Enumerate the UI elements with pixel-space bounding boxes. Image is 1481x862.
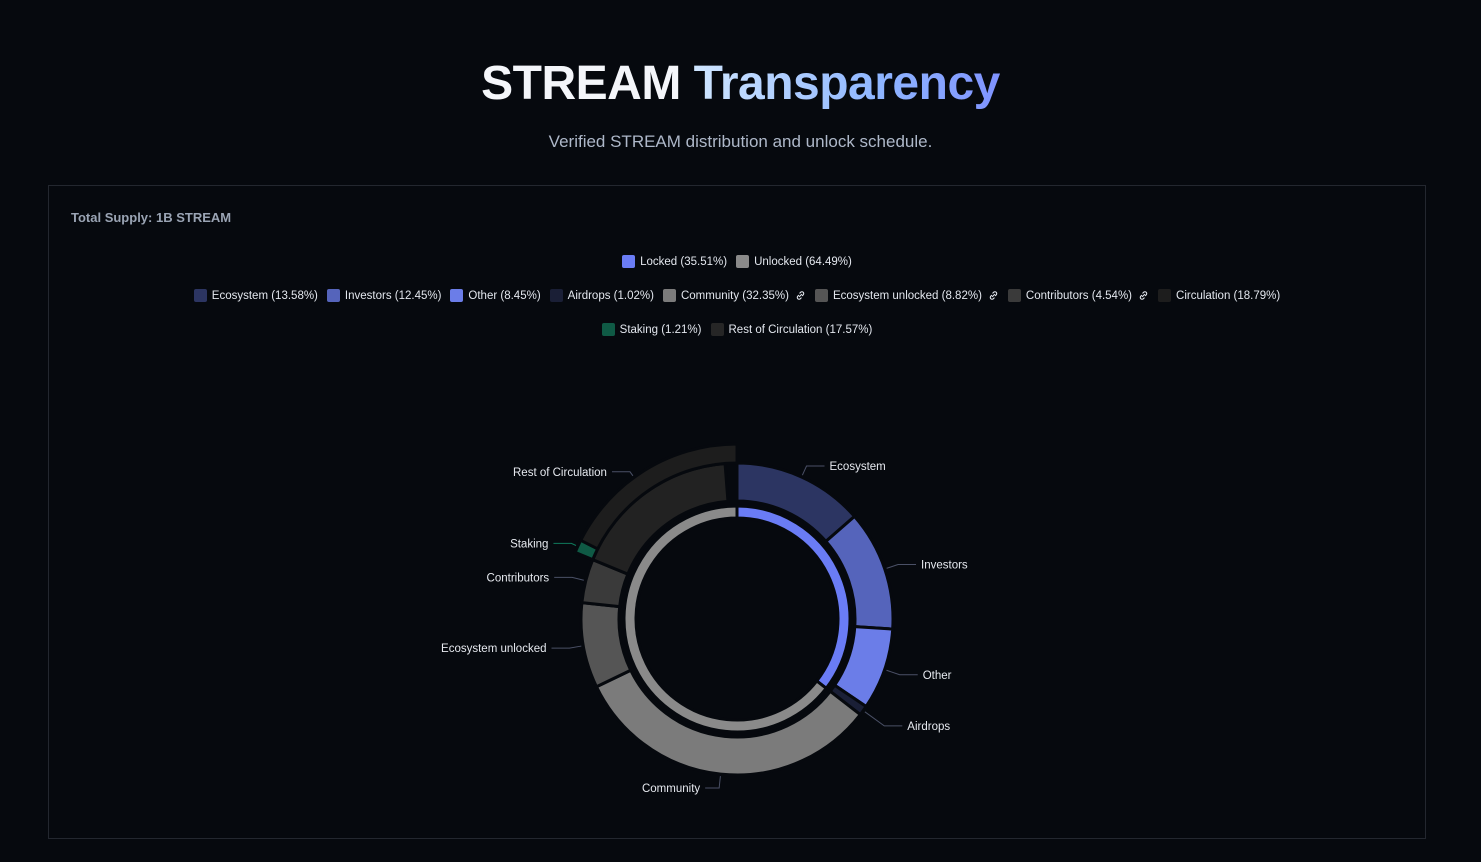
leader-line-airdrops bbox=[864, 711, 903, 727]
legend-label-community: Community (32.35%) bbox=[680, 289, 789, 302]
legend-swatch-community bbox=[662, 289, 676, 302]
slice-label-other: Other bbox=[923, 670, 952, 682]
legend-item-ecosystem-unlocked[interactable]: Ecosystem unlocked (8.82%) bbox=[814, 289, 999, 302]
legend-swatch-ecosystem bbox=[193, 289, 207, 302]
inner-slice-unlocked[interactable] bbox=[622, 504, 829, 734]
legend-label-rest-of-circulation: Rest of Circulation (17.57%) bbox=[728, 323, 873, 336]
legend-label-airdrops: Airdrops (1.02%) bbox=[567, 289, 654, 302]
slice-label-ecosystem-unlocked: Ecosystem unlocked bbox=[441, 643, 546, 655]
legend-swatch-other bbox=[450, 289, 464, 302]
legend-swatch-locked bbox=[622, 255, 636, 268]
legend-label-contributors: Contributors (4.54%) bbox=[1025, 289, 1133, 302]
leader-line-contributors bbox=[554, 576, 584, 581]
leader-line-ecosystem-unlocked bbox=[551, 645, 582, 649]
slice-label-staking: Staking bbox=[510, 538, 548, 550]
legend-item-community[interactable]: Community (32.35%) bbox=[662, 289, 806, 302]
legend-item-contributors[interactable]: Contributors (4.54%) bbox=[1007, 289, 1149, 302]
legend-swatch-staking bbox=[601, 323, 615, 336]
legend-label-ecosystem-unlocked: Ecosystem unlocked (8.82%) bbox=[832, 289, 982, 302]
slice-label-ecosystem: Ecosystem bbox=[830, 461, 886, 473]
legend-label-unlocked: Unlocked (64.49%) bbox=[754, 255, 852, 268]
title-accent: Transparency bbox=[693, 57, 1001, 110]
legend-item-locked[interactable]: Locked (35.51%) bbox=[622, 255, 727, 268]
leader-line-rest-of-circulation bbox=[611, 471, 634, 477]
legend-label-ecosystem: Ecosystem (13.58%) bbox=[211, 289, 318, 302]
band-slice-staking[interactable] bbox=[573, 538, 600, 562]
total-supply-label: Total Supply: 1B STREAM bbox=[71, 210, 232, 225]
legend-item-circulation[interactable]: Circulation (18.79%) bbox=[1158, 289, 1280, 302]
slice-label-contributors: Contributors bbox=[487, 572, 550, 584]
page-title: STREAM Transparency bbox=[0, 56, 1481, 111]
legend-label-other: Other (8.45%) bbox=[468, 289, 541, 302]
legend-item-unlocked[interactable]: Unlocked (64.49%) bbox=[736, 255, 852, 268]
link-icon[interactable] bbox=[795, 290, 806, 301]
legend-label-circulation: Circulation (18.79%) bbox=[1176, 289, 1281, 302]
legend-item-investors[interactable]: Investors (12.45%) bbox=[326, 289, 442, 302]
page-subtitle: Verified STREAM distribution and unlock … bbox=[548, 132, 933, 151]
title-main: STREAM bbox=[481, 57, 681, 110]
slice-label-rest-of-circulation: Rest of Circulation bbox=[513, 467, 607, 479]
slice-label-airdrops: Airdrops bbox=[907, 721, 950, 733]
leader-line-ecosystem bbox=[801, 465, 825, 476]
legend-swatch-circulation bbox=[1158, 289, 1172, 302]
link-icon[interactable] bbox=[988, 290, 999, 301]
legend-label-locked: Locked (35.51%) bbox=[640, 255, 728, 268]
legend-swatch-investors bbox=[326, 289, 340, 302]
legend-swatch-rest-of-circulation bbox=[710, 323, 724, 336]
link-icon[interactable] bbox=[1138, 290, 1149, 301]
legend-label-staking: Staking (1.21%) bbox=[619, 323, 702, 336]
slice-label-investors: Investors bbox=[921, 559, 968, 571]
legend-row-lock-status: Locked (35.51%) Unlocked (64.49%) bbox=[49, 255, 1425, 268]
leader-line-investors bbox=[886, 563, 917, 569]
legend-swatch-airdrops bbox=[549, 289, 563, 302]
legend-label-investors: Investors (12.45%) bbox=[344, 289, 442, 302]
legend-item-rest-of-circulation[interactable]: Rest of Circulation (17.57%) bbox=[710, 323, 873, 336]
legend-item-staking[interactable]: Staking (1.21%) bbox=[601, 323, 702, 336]
legend-row-categories: Ecosystem (13.58%) Investors (12.45%) Othe… bbox=[49, 289, 1425, 302]
leader-line-other bbox=[886, 669, 918, 676]
legend-swatch-ecosystem-unlocked bbox=[814, 289, 828, 302]
legend-item-airdrops[interactable]: Airdrops (1.02%) bbox=[549, 289, 654, 302]
legend-item-other[interactable]: Other (8.45%) bbox=[450, 289, 541, 302]
legend-swatch-unlocked bbox=[736, 255, 750, 268]
leader-line-community bbox=[705, 776, 721, 789]
slice-label-community: Community bbox=[642, 783, 700, 795]
leader-line-staking bbox=[553, 542, 577, 546]
legend-item-ecosystem[interactable]: Ecosystem (13.58%) bbox=[193, 289, 318, 302]
legend-swatch-contributors bbox=[1007, 289, 1021, 302]
legend-row-circulation: Staking (1.21%) Rest of Circulation (17.… bbox=[49, 323, 1425, 336]
